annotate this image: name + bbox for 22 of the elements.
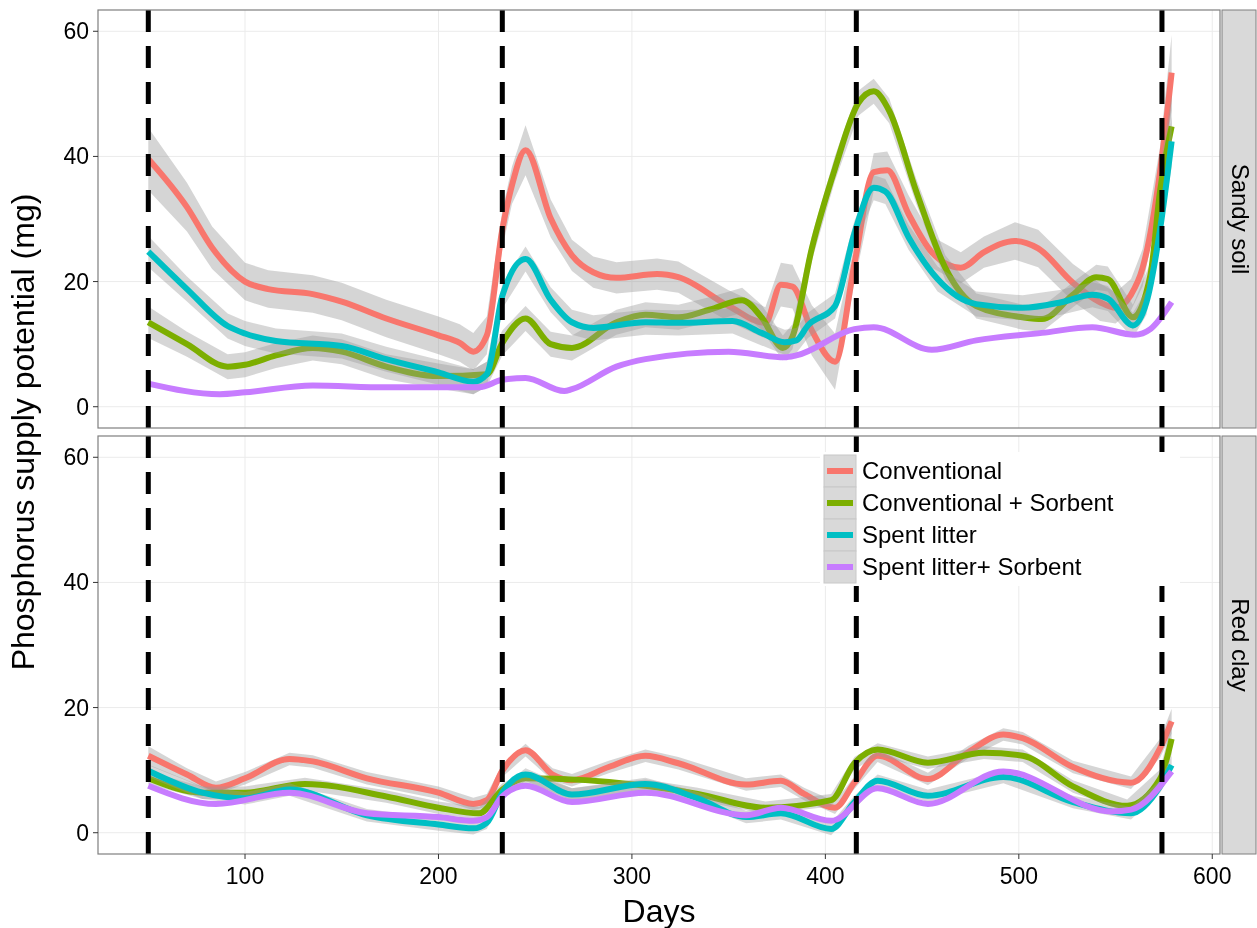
- text: Red clay: [1226, 598, 1254, 692]
- x-tick-label: 400: [806, 863, 845, 889]
- x-tick-label: 200: [419, 863, 458, 889]
- y-tick-label: 40: [63, 143, 89, 170]
- y-tick-label: 60: [63, 18, 89, 45]
- x-tick-label: 100: [225, 863, 265, 889]
- legend-label: Spent litter+ Sorbent: [862, 553, 1082, 580]
- y-tick-label: 0: [76, 819, 89, 846]
- y-axis-title: Phosphorus supply potential (mg): [5, 193, 41, 671]
- x-tick-label: 300: [612, 863, 652, 889]
- text: Sandy soil: [1226, 163, 1254, 275]
- legend-label: Conventional: [862, 457, 1003, 484]
- legend-label: Conventional + Sorbent: [862, 489, 1114, 516]
- y-tick-label: 20: [63, 694, 89, 721]
- y-tick-label: 0: [76, 393, 89, 420]
- y-tick-label: 60: [63, 444, 89, 471]
- legend-label: Spent litter: [862, 521, 977, 548]
- x-tick-label: 500: [999, 863, 1038, 889]
- x-tick-label: 600: [1193, 863, 1232, 889]
- x-axis-title: Days: [622, 893, 696, 928]
- y-tick-label: 40: [63, 569, 89, 596]
- y-tick-label: 20: [63, 268, 89, 295]
